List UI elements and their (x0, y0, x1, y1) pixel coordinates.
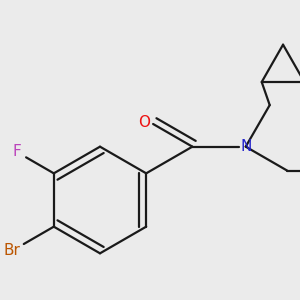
Text: N: N (240, 139, 251, 154)
Text: F: F (13, 145, 21, 160)
Text: O: O (138, 115, 150, 130)
Text: Br: Br (4, 243, 21, 258)
